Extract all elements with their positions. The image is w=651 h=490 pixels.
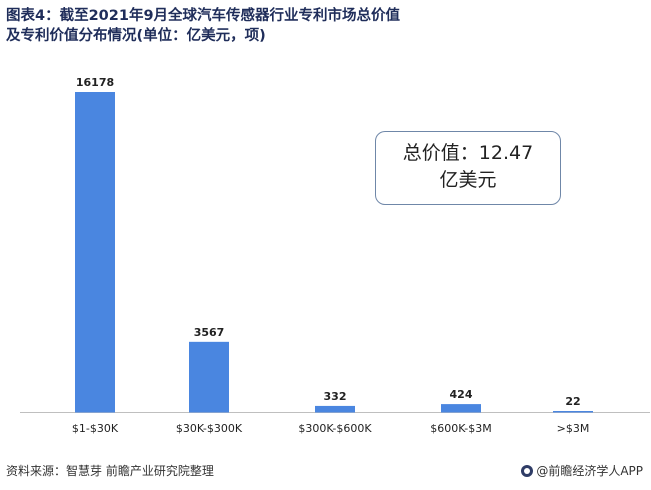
x-tick-label: $600K-$3M <box>430 422 492 435</box>
x-tick-label: $30K-$300K <box>176 422 243 435</box>
data-label: 22 <box>565 395 580 408</box>
brand-credit: @前瞻经济学人APP <box>521 462 643 479</box>
total-value-line2: 亿美元 <box>439 169 497 191</box>
bar <box>553 411 593 413</box>
x-tick-label: >$3M <box>557 422 590 435</box>
bar <box>189 341 229 413</box>
bar <box>75 92 115 413</box>
chart-title: 图表4：截至2021年9月全球汽车传感器行业专利市场总价值及专利价值分布情况(单… <box>6 8 401 44</box>
data-label: 16178 <box>76 76 114 89</box>
total-value-callout: 总价值：12.47 亿美元 <box>375 131 561 205</box>
bar <box>441 404 481 413</box>
total-value-line1: 总价值：12.47 <box>402 142 534 164</box>
bar <box>315 405 355 413</box>
x-tick-label: $300K-$600K <box>298 422 372 435</box>
x-tick-label: $1-$30K <box>72 422 119 435</box>
data-label: 3567 <box>194 326 225 339</box>
brand-logo-icon <box>521 464 534 477</box>
brand-text: @前瞻经济学人APP <box>536 464 643 478</box>
source-note: 资料来源：智慧芽 前瞻产业研究院整理 <box>6 464 214 478</box>
data-label: 424 <box>450 388 473 401</box>
data-label: 332 <box>324 390 347 403</box>
